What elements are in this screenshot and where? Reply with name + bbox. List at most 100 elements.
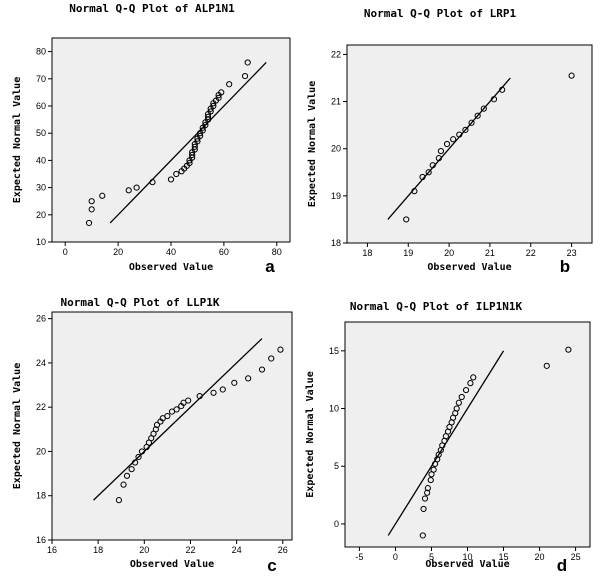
x-tick-label: 25 — [571, 552, 581, 562]
y-tick-label: 20 — [36, 210, 46, 220]
qq-panel-d: Normal Q-Q Plot of ILP1N1K -5 0 5 10 15 20 25 0 5… — [305, 300, 591, 575]
plot-area — [344, 321, 591, 548]
y-tick-label: 20 — [331, 144, 341, 154]
data-point — [88, 206, 95, 213]
data-point — [244, 59, 251, 66]
y-tick-label: 19 — [331, 191, 341, 201]
y-tick-label: 30 — [36, 183, 46, 193]
qq-panel-a: Normal Q-Q Plot of ALP1N1 0 20 40 60 80 10 20 30… — [12, 2, 291, 276]
y-tick-label: 10 — [36, 237, 46, 247]
x-tick-label: 20 — [535, 552, 545, 562]
x-tick-label: 15 — [499, 552, 509, 562]
data-point — [226, 81, 233, 88]
data-point — [490, 96, 498, 103]
data-point — [167, 176, 175, 183]
y-tick-label: 16 — [36, 535, 46, 545]
data-point — [470, 374, 477, 381]
data-point — [196, 132, 204, 140]
x-tick-label: 19 — [403, 248, 413, 258]
data-point — [458, 393, 465, 401]
y-tick-label: 50 — [36, 128, 46, 138]
data-point — [202, 121, 209, 129]
x-tick-label: 40 — [166, 247, 176, 257]
data-point — [403, 216, 410, 223]
x-tick-label: 23 — [567, 248, 577, 258]
data-point — [120, 481, 127, 488]
data-point — [125, 187, 132, 194]
data-point — [210, 389, 217, 396]
data-point — [204, 113, 212, 120]
x-tick-label: 22 — [526, 248, 536, 258]
data-point — [131, 459, 139, 466]
data-point — [153, 421, 161, 428]
y-axis-label: Expected Normal Value — [12, 77, 23, 203]
x-tick-label: 22 — [185, 545, 195, 555]
x-tick-label: 20 — [444, 248, 454, 258]
data-point — [194, 138, 201, 145]
x-tick-label: 80 — [272, 247, 282, 257]
y-axis-label: Expected Normal Value — [305, 371, 316, 497]
data-point — [456, 131, 463, 138]
y-tick-label: 70 — [36, 74, 46, 84]
data-point — [115, 497, 123, 504]
x-tick-label: -5 — [355, 552, 363, 562]
data-point — [241, 72, 249, 80]
y-tick-label: 5 — [334, 461, 339, 471]
data-point — [499, 86, 506, 93]
data-point — [467, 380, 474, 387]
qq-panel-c: Normal Q-Q Plot of LLP1K 16 18 20 22 24 26 16 18… — [12, 296, 293, 575]
data-point — [443, 140, 451, 148]
data-point — [189, 151, 196, 159]
x-tick-label: 20 — [139, 545, 149, 555]
y-tick-label: 22 — [331, 49, 341, 59]
data-point — [173, 406, 180, 413]
y-tick-label: 40 — [36, 155, 46, 165]
data-point — [219, 386, 226, 393]
data-point — [185, 397, 192, 404]
data-point — [196, 393, 203, 400]
x-axis-label: Observed Value — [425, 559, 509, 570]
y-tick-label: 10 — [329, 404, 339, 414]
x-tick-label: 16 — [47, 545, 57, 555]
plot-title: Normal Q-Q Plot of LLP1K — [61, 296, 220, 309]
data-point — [173, 170, 180, 178]
data-point — [462, 386, 470, 394]
plot-area — [346, 44, 593, 244]
data-point — [199, 127, 206, 134]
data-point — [437, 147, 445, 155]
plot-title: Normal Q-Q Plot of ILP1N1K — [350, 300, 523, 313]
y-tick-label: 15 — [329, 346, 339, 356]
data-point — [128, 466, 135, 473]
x-tick-label: 10 — [462, 552, 472, 562]
plot-title: Normal Q-Q Plot of LRP1 — [364, 7, 517, 20]
x-tick-label: 0 — [393, 552, 398, 562]
data-point — [565, 346, 572, 353]
y-tick-label: 0 — [334, 519, 339, 529]
x-tick-label: 24 — [232, 545, 242, 555]
panel-letter: a — [265, 257, 275, 276]
data-point — [424, 485, 431, 492]
data-point — [411, 188, 418, 195]
data-point — [480, 105, 487, 112]
data-point — [138, 448, 146, 455]
plot-area — [51, 37, 291, 243]
x-tick-label: 5 — [429, 552, 434, 562]
y-tick-label: 18 — [36, 491, 46, 501]
data-point — [149, 179, 156, 186]
data-point — [258, 366, 266, 373]
y-axis-label: Expected Normal Value — [307, 81, 318, 207]
data-point — [88, 198, 95, 205]
y-tick-label: 21 — [331, 97, 341, 107]
data-point — [277, 346, 284, 353]
data-point — [215, 94, 222, 101]
data-point — [468, 119, 475, 126]
data-point — [474, 112, 481, 119]
data-point — [268, 355, 275, 362]
y-tick-label: 80 — [36, 47, 46, 57]
data-point — [435, 155, 442, 162]
data-point — [421, 495, 429, 502]
reference-line — [93, 338, 263, 501]
data-point — [419, 173, 426, 181]
data-point — [231, 379, 238, 386]
